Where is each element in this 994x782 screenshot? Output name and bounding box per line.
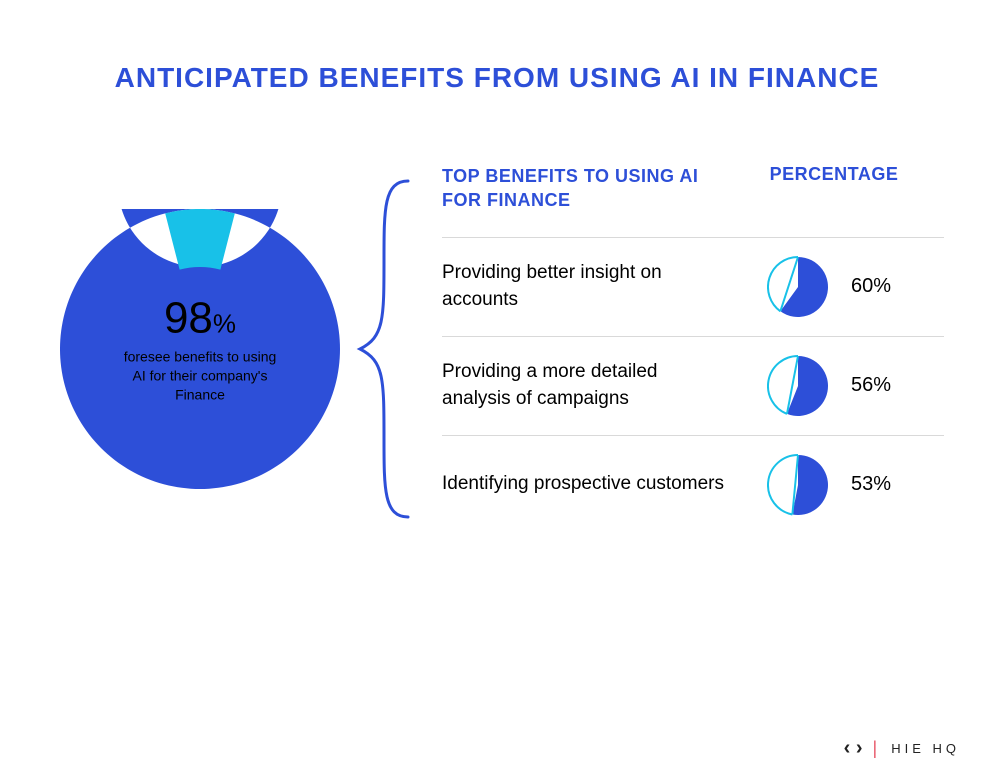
- brand-name: HIE HQ: [891, 741, 960, 756]
- table-row: Providing a more detailed analysis of ca…: [442, 337, 944, 436]
- mini-pie-chart: [767, 454, 829, 516]
- donut-caption: foresee benefits to using AI for their c…: [120, 347, 280, 404]
- row-chart-cell: 56%: [724, 355, 944, 417]
- brace-connector: [346, 169, 426, 529]
- mini-pie-chart: [767, 355, 829, 417]
- content-area: 98% foresee benefits to using AI for the…: [0, 164, 994, 534]
- row-label: Providing a more detailed analysis of ca…: [442, 359, 724, 412]
- donut-center: 98% foresee benefits to using AI for the…: [120, 293, 280, 404]
- donut-chart: 98% foresee benefits to using AI for the…: [60, 209, 340, 489]
- row-chart-cell: 53%: [724, 454, 944, 516]
- row-percentage: 60%: [851, 275, 901, 298]
- donut-value-number: 98: [164, 293, 213, 342]
- mini-pie-chart: [767, 256, 829, 318]
- table-header-row: TOP BENEFITS TO USING AI FOR FINANCE PER…: [442, 164, 944, 238]
- brand-footer: ‹ › | HIE HQ: [844, 737, 960, 760]
- row-percentage: 56%: [851, 374, 901, 397]
- brace-svg: [346, 169, 426, 529]
- donut-value: 98%: [120, 293, 280, 343]
- header-benefits: TOP BENEFITS TO USING AI FOR FINANCE: [442, 164, 724, 213]
- footer-divider: |: [873, 738, 882, 759]
- row-label: Identifying prospective customers: [442, 471, 724, 498]
- header-percentage: PERCENTAGE: [724, 164, 944, 213]
- logo-mark-icon: ‹ ›: [844, 737, 863, 760]
- row-label: Providing better insight on accounts: [442, 260, 724, 313]
- benefits-table: TOP BENEFITS TO USING AI FOR FINANCE PER…: [442, 164, 944, 534]
- table-row: Providing better insight on accounts 60%: [442, 238, 944, 337]
- page-title: ANTICIPATED BENEFITS FROM USING AI IN FI…: [0, 62, 994, 94]
- donut-percent-sign: %: [213, 308, 236, 338]
- row-percentage: 53%: [851, 473, 901, 496]
- table-row: Identifying prospective customers 53%: [442, 436, 944, 534]
- row-chart-cell: 60%: [724, 256, 944, 318]
